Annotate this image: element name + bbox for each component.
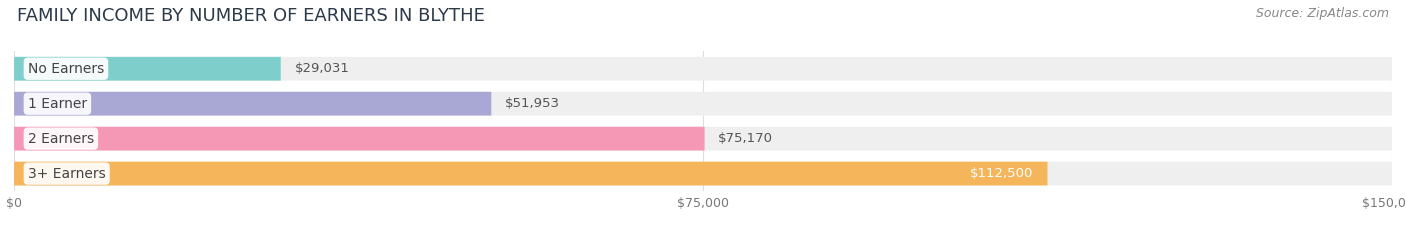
FancyBboxPatch shape — [14, 57, 281, 81]
FancyBboxPatch shape — [14, 127, 1392, 151]
Text: No Earners: No Earners — [28, 62, 104, 76]
Text: $51,953: $51,953 — [505, 97, 560, 110]
FancyBboxPatch shape — [14, 92, 1392, 116]
Text: $75,170: $75,170 — [718, 132, 773, 145]
Text: $112,500: $112,500 — [970, 167, 1033, 180]
Text: 3+ Earners: 3+ Earners — [28, 167, 105, 181]
FancyBboxPatch shape — [14, 57, 1392, 81]
FancyBboxPatch shape — [14, 162, 1392, 185]
FancyBboxPatch shape — [14, 162, 1047, 185]
Text: 2 Earners: 2 Earners — [28, 132, 94, 146]
Text: 1 Earner: 1 Earner — [28, 97, 87, 111]
Text: FAMILY INCOME BY NUMBER OF EARNERS IN BLYTHE: FAMILY INCOME BY NUMBER OF EARNERS IN BL… — [17, 7, 485, 25]
FancyBboxPatch shape — [14, 92, 491, 116]
FancyBboxPatch shape — [14, 127, 704, 151]
Text: Source: ZipAtlas.com: Source: ZipAtlas.com — [1256, 7, 1389, 20]
Text: $29,031: $29,031 — [294, 62, 349, 75]
